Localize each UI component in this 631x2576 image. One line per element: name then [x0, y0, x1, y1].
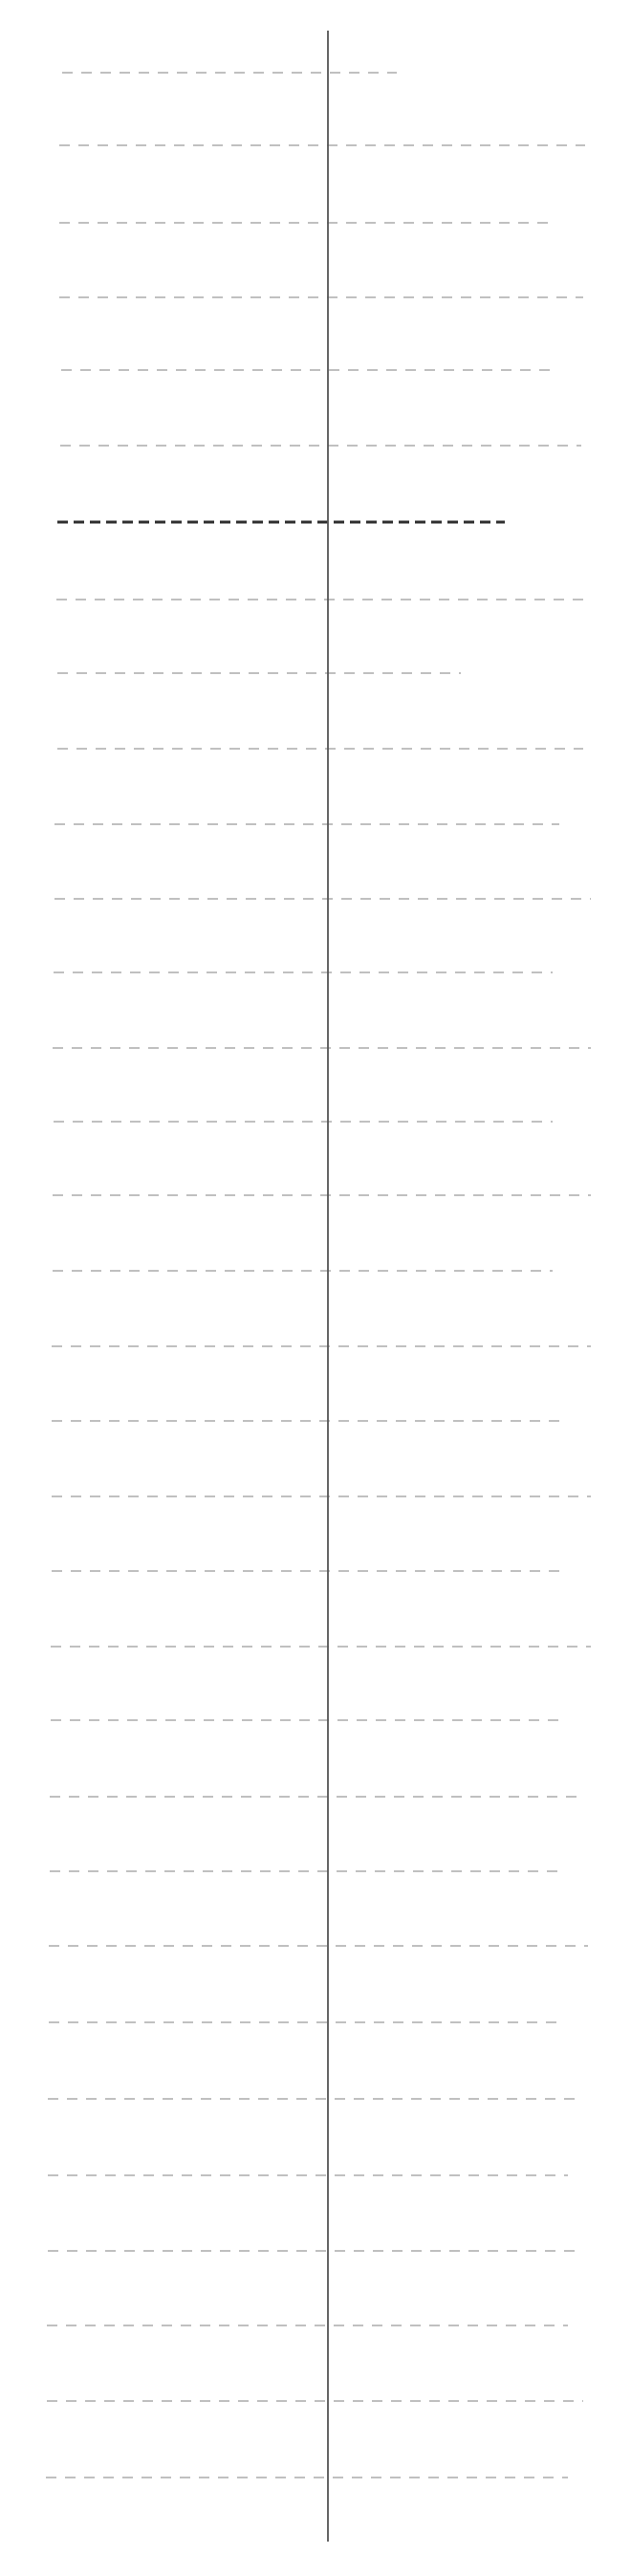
dashed-lines-group: [46, 72, 591, 2478]
